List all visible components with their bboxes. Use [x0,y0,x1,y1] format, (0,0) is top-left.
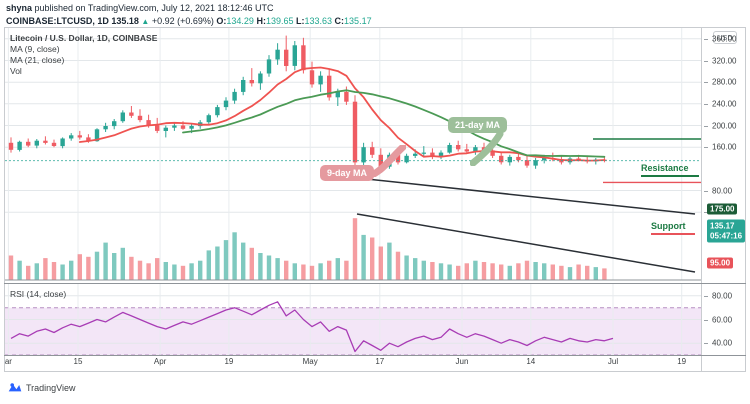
current-price-countdown: 05:47:16 [710,231,743,240]
price-axis-separator [701,27,702,372]
open-value: 134.29 [226,16,254,26]
rsi-tick-label: 60.00 [712,315,733,324]
close-label: C: [334,16,345,26]
rsi-legend[interactable]: RSI (14, close) [10,289,67,299]
legend-ma9[interactable]: MA (9, close) [10,44,60,54]
price-pane[interactable] [5,28,701,282]
time-axis-separator [4,355,746,356]
high-value: 139.65 [265,16,294,26]
price-tick-label: 240.00 [712,99,737,109]
rsi-tick-label: 80.00 [712,291,733,301]
price-tick-mark [704,212,708,214]
low-value: 133.63 [304,16,333,26]
price-pane-legend: Litecoin / U.S. Dollar, 1D, COINBASE MA … [10,33,157,77]
support-label: Support [651,221,686,231]
currency-badge: USD [713,31,737,44]
time-tick-label: 15 [73,357,83,366]
ma9-callout[interactable]: 9-day MA [320,165,375,181]
price-tick-mark [704,125,708,127]
author-name: shyna [6,3,33,13]
rsi-tick-mark [704,343,708,345]
price-tick-label: 280.00 [712,77,737,87]
price-tick-mark [704,147,708,149]
rsi-tick-mark [704,319,708,321]
price-tick-label: 320.00 [712,56,737,65]
price-tick-mark [704,190,708,192]
resistance-label: Resistance [641,163,689,173]
time-tick-label: 19 [224,357,234,366]
brand-label: TradingView [26,382,76,393]
chart-frame [4,27,746,372]
last-price: 135.18 [111,16,139,26]
time-tick-label: Jul [607,357,619,366]
open-label: O: [216,16,227,26]
current-price-badge: 135.17 05:47:16 [707,219,746,243]
time-tick-label: ar [4,357,12,366]
legend-title: Litecoin / U.S. Dollar, 1D, COINBASE [10,33,158,43]
time-axis[interactable]: ar 15 Apr 19 May 17 Jun 14 Jul 19 [5,357,701,371]
time-tick-label: 19 [677,357,687,366]
price-tick-mark [704,82,708,84]
ma9-callout-pointer [370,145,406,177]
time-tick-label: Jun [455,357,469,366]
footer: TradingView [8,382,76,393]
current-price-value: 135.17 [710,221,735,231]
pane-separator[interactable] [4,283,746,284]
time-tick-label: 17 [375,357,385,366]
publish-line: shyna published on TradingView.com, July… [6,2,372,14]
time-tick-label: Apr [153,357,167,366]
legend-ma21[interactable]: MA (21, close) [10,55,65,65]
resistance-price-badge: 175.00 [707,203,738,215]
support-price-badge: 95.00 [707,257,734,269]
price-axis[interactable]: USD 360.00 320.00 280.00 240.00 200.00 160.00… [702,28,749,355]
price-tick-label: 200.00 [712,121,737,130]
price-tick-mark [704,103,708,105]
price-tick-mark [704,60,708,62]
ma21-callout[interactable]: 21-day MA [448,117,508,133]
legend-volume[interactable]: Vol [10,66,22,76]
price-tick-mark [704,38,708,40]
quote-line: COINBASE:LTCUSD, 1D 135.18 ▲ +0.92 (+0.6… [6,15,372,28]
support-underline [651,233,695,235]
price-tick-label: 160.00 [712,142,737,152]
rsi-pane[interactable] [5,284,701,355]
chart-header: shyna published on TradingView.com, July… [6,2,372,28]
close-value: 135.17 [344,16,372,26]
price-tick-label: 80.00 [712,186,733,195]
rsi-tick-label: 40.00 [712,338,733,348]
resistance-underline [641,175,699,177]
up-arrow-icon: ▲ [141,17,150,26]
price-change: +0.92 (+0.69%) [151,16,214,26]
tradingview-logo-icon [8,383,22,392]
publish-info: published on TradingView.com, July 12, 2… [32,3,274,13]
rsi-tick-mark [704,295,708,297]
time-tick-label: 14 [526,357,536,366]
high-label: H: [256,16,266,26]
symbol-label: COINBASE:LTCUSD, 1D [6,16,109,26]
price-chart-svg [5,28,701,281]
rsi-chart-svg [5,284,701,355]
ma21-callout-pointer [470,132,504,166]
low-label: L: [296,16,305,26]
time-tick-label: May [302,357,318,366]
price-tick-label: 360.00 [712,34,737,44]
